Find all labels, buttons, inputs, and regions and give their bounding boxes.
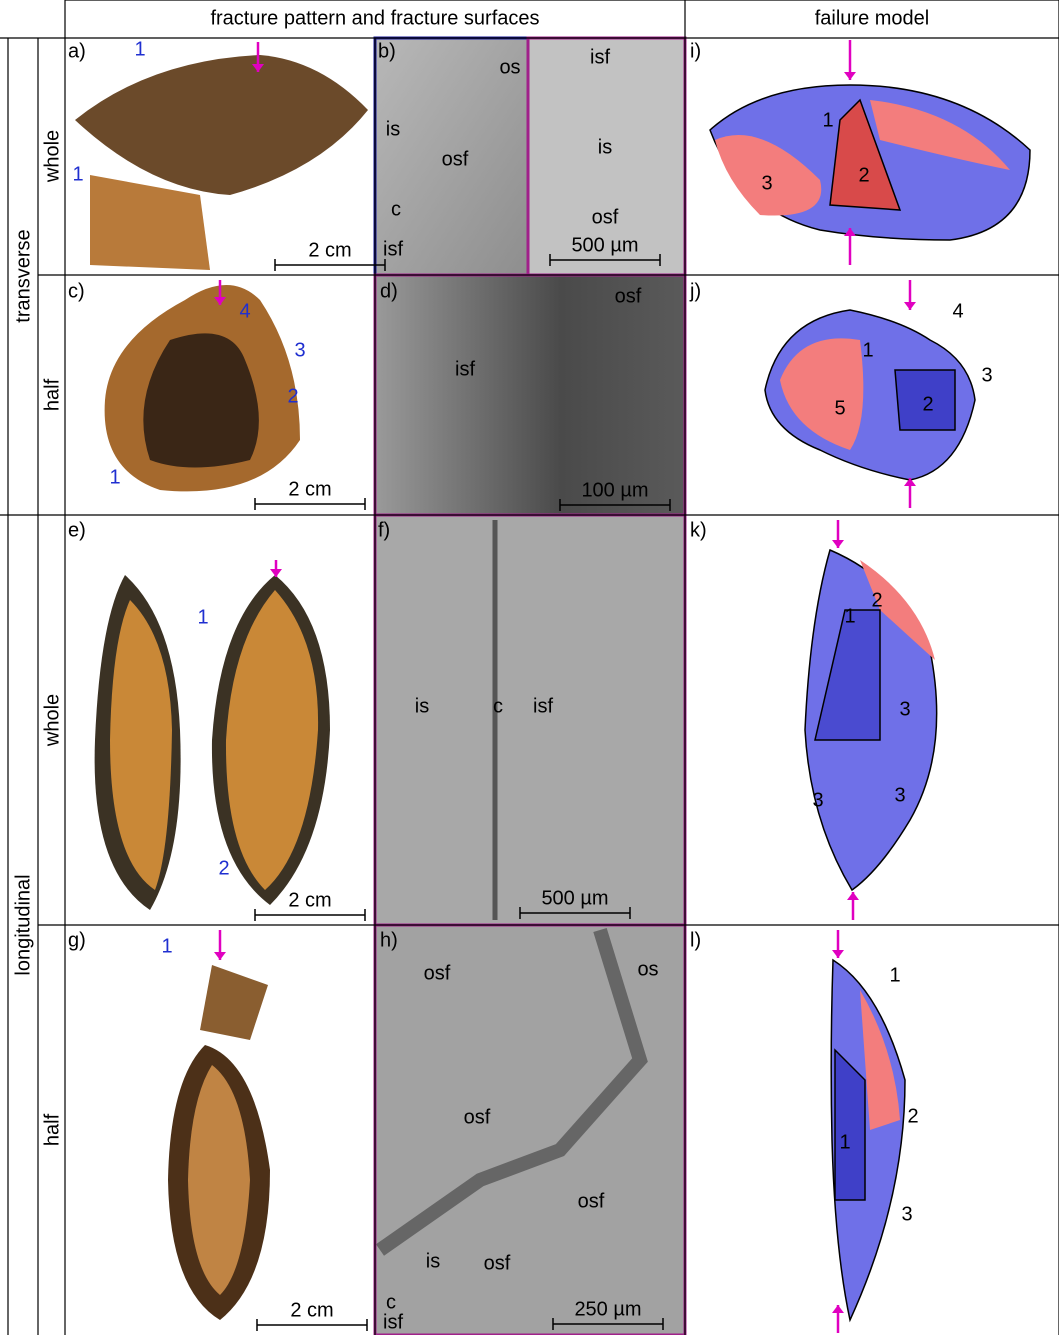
- panel-tag: k): [690, 519, 707, 541]
- row-label: half: [41, 378, 63, 411]
- annotation: isf: [533, 695, 553, 717]
- panel-tag: e): [68, 519, 86, 541]
- panel-tag: i): [690, 40, 701, 62]
- scale-label: 100 µm: [581, 479, 648, 501]
- annotation: isf: [590, 46, 610, 68]
- load-arrow-head: [832, 1305, 844, 1313]
- column-header: failure model: [815, 7, 930, 29]
- annotation: 1: [197, 606, 208, 628]
- panel-tag: a): [68, 40, 86, 62]
- annotation: osf: [484, 1252, 511, 1274]
- annotation: c: [493, 695, 503, 717]
- panel-tag: g): [68, 929, 86, 951]
- panel-tag: d): [380, 280, 398, 302]
- annotation: 3: [294, 339, 305, 361]
- annotation: 1: [822, 109, 833, 131]
- row-group: transverse: [12, 229, 34, 322]
- annotation: 3: [812, 789, 823, 811]
- panel-tag: l): [690, 929, 701, 951]
- annotation: isf: [455, 358, 475, 380]
- row-label: whole: [41, 694, 63, 747]
- annotation: 1: [839, 1131, 850, 1153]
- figure: fracture pattern and fracture surfaces f…: [0, 0, 1059, 1335]
- annotation: 4: [952, 300, 963, 322]
- load-arrow-head: [270, 569, 282, 577]
- annotation: 2: [287, 385, 298, 407]
- annotation: 1: [72, 163, 83, 185]
- annotation: 2: [871, 589, 882, 611]
- annotation: 2: [907, 1105, 918, 1127]
- annotation: is: [415, 695, 429, 717]
- row-group: longitudinal: [12, 874, 34, 975]
- annotation: 1: [161, 935, 172, 957]
- annotation: 5: [834, 397, 845, 419]
- row-label: whole: [41, 130, 63, 183]
- annotation: os: [637, 958, 658, 980]
- annotation: is: [598, 136, 612, 158]
- load-arrow-head: [844, 72, 856, 80]
- annotation: is: [426, 1250, 440, 1272]
- scale-label: 2 cm: [290, 1299, 333, 1321]
- annotation: osf: [615, 285, 642, 307]
- load-arrow-head: [832, 540, 844, 548]
- annotation: 3: [901, 1203, 912, 1225]
- scale-label: 250 µm: [574, 1298, 641, 1320]
- load-arrow-head: [214, 952, 226, 960]
- scale-label: 2 cm: [308, 239, 351, 261]
- annotation: 3: [981, 364, 992, 386]
- load-arrow-head: [847, 892, 859, 900]
- annotation: c: [391, 198, 401, 220]
- annotation: 1: [109, 466, 120, 488]
- scale-label: 2 cm: [288, 478, 331, 500]
- annotation: is: [386, 118, 400, 140]
- annotation: osf: [464, 1106, 491, 1128]
- annotation: 2: [922, 393, 933, 415]
- annotation: 1: [134, 38, 145, 60]
- panel-tag: b): [378, 40, 396, 62]
- annotation: 1: [862, 339, 873, 361]
- annotation: osf: [592, 206, 619, 228]
- annotation: c: [386, 1291, 396, 1313]
- annotation: os: [499, 56, 520, 78]
- column-header: fracture pattern and fracture surfaces: [210, 7, 539, 29]
- annotation: 1: [844, 605, 855, 627]
- load-arrow-head: [904, 302, 916, 310]
- annotation: 3: [761, 172, 772, 194]
- annotation: 4: [239, 300, 250, 322]
- panel-tag: h): [380, 929, 398, 951]
- scale-label: 500 µm: [541, 887, 608, 909]
- failure-models: [710, 85, 1030, 1320]
- panel-tag: c): [68, 280, 85, 302]
- annotation: isf: [383, 238, 403, 260]
- scale-label: 500 µm: [571, 234, 638, 256]
- annotation: 3: [899, 698, 910, 720]
- annotation: isf: [383, 1311, 403, 1333]
- annotation: osf: [578, 1190, 605, 1212]
- panel-tag: f): [378, 519, 390, 541]
- scale-label: 2 cm: [288, 889, 331, 911]
- load-arrow-head: [832, 950, 844, 958]
- row-label: half: [41, 1113, 63, 1146]
- annotation: osf: [442, 148, 469, 170]
- annotation: 2: [218, 857, 229, 879]
- annotation: 1: [889, 964, 900, 986]
- panel-tag: j): [689, 280, 701, 302]
- annotation: 3: [894, 784, 905, 806]
- sem-images: [375, 38, 685, 1335]
- annotation: 2: [858, 164, 869, 186]
- annotation: osf: [424, 962, 451, 984]
